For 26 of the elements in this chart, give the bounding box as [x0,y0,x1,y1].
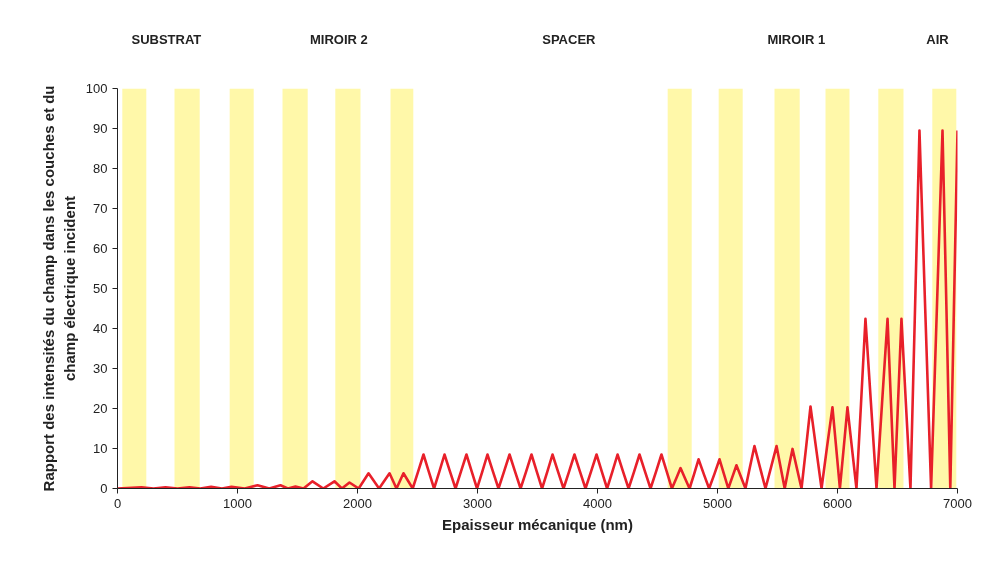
y-axis-title: Rapport des intensités du champ dans les couches et du champ électrique incident [40,85,78,492]
x-axis-title: Epaisseur mécanique (nm) [442,515,633,533]
text: MIROIR 1 [767,32,826,47]
y-tick-label: 30 [93,361,108,376]
x-tick-label: 7000 [943,495,972,511]
y-tick-label: 0 [100,481,108,496]
y-tick-label: 70 [93,201,108,216]
x-tick-label: 1000 [223,495,252,511]
y-tick-label: 10 [93,441,108,456]
y-tick-label: 90 [93,121,108,136]
text: SUBSTRAT [131,32,202,47]
y-tick-label: 80 [93,161,108,176]
text: AIR [926,32,950,47]
text: SPACER [542,32,597,47]
text: MIROIR 2 [310,32,368,47]
x-tick-label: 2000 [343,495,372,511]
y-tick-label: 50 [93,281,108,296]
y-tick-label: 20 [93,401,108,416]
y-tick-label: 60 [93,241,108,256]
x-tick-label: 3000 [463,495,492,511]
x-tick-label: 5000 [703,495,732,511]
y-tick-label: 40 [93,321,108,336]
y-tick-label: 100 [85,81,108,96]
x-tick-label: 4000 [583,495,612,511]
x-tick-label: 0 [113,495,122,511]
x-tick-label: 6000 [823,495,852,511]
